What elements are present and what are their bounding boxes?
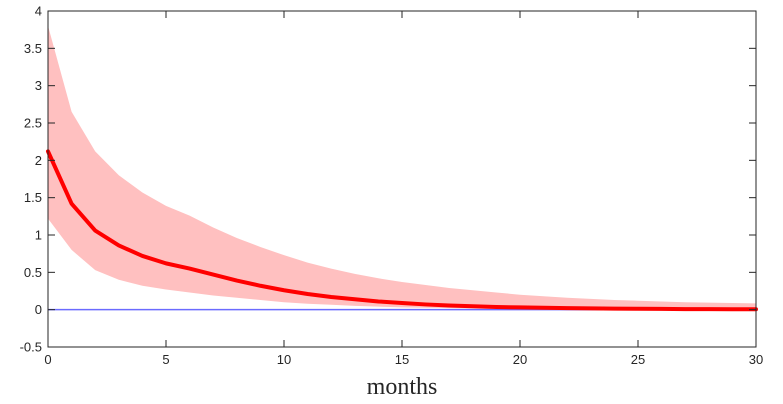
y-tick-label: 2.5 [24,116,42,131]
y-tick-label: 0.5 [24,265,42,280]
x-tick-label: 20 [513,352,527,367]
x-tick-label: 5 [162,352,169,367]
plot-area [46,25,758,312]
y-tick-label: 2 [35,153,42,168]
confidence-band [48,25,756,311]
x-tick-label: 0 [44,352,51,367]
y-tick-label: -0.5 [20,340,42,355]
x-axis-title: months [367,374,438,400]
x-tick-label: 10 [277,352,291,367]
x-tick-label: 25 [631,352,645,367]
axes: 0 5 10 15 20 25 30-0.500.511.522.533.54 [20,4,764,368]
y-tick-label: 1.5 [24,190,42,205]
x-tick-label: 30 [749,352,763,367]
y-tick-label: 3 [35,78,42,93]
y-tick-label: 1 [35,228,42,243]
y-tick-label: 4 [35,4,42,19]
x-tick-label: 15 [395,352,409,367]
y-tick-label: 0 [35,302,42,317]
y-tick-label: 3.5 [24,41,42,56]
impulse-response-line [46,149,758,312]
